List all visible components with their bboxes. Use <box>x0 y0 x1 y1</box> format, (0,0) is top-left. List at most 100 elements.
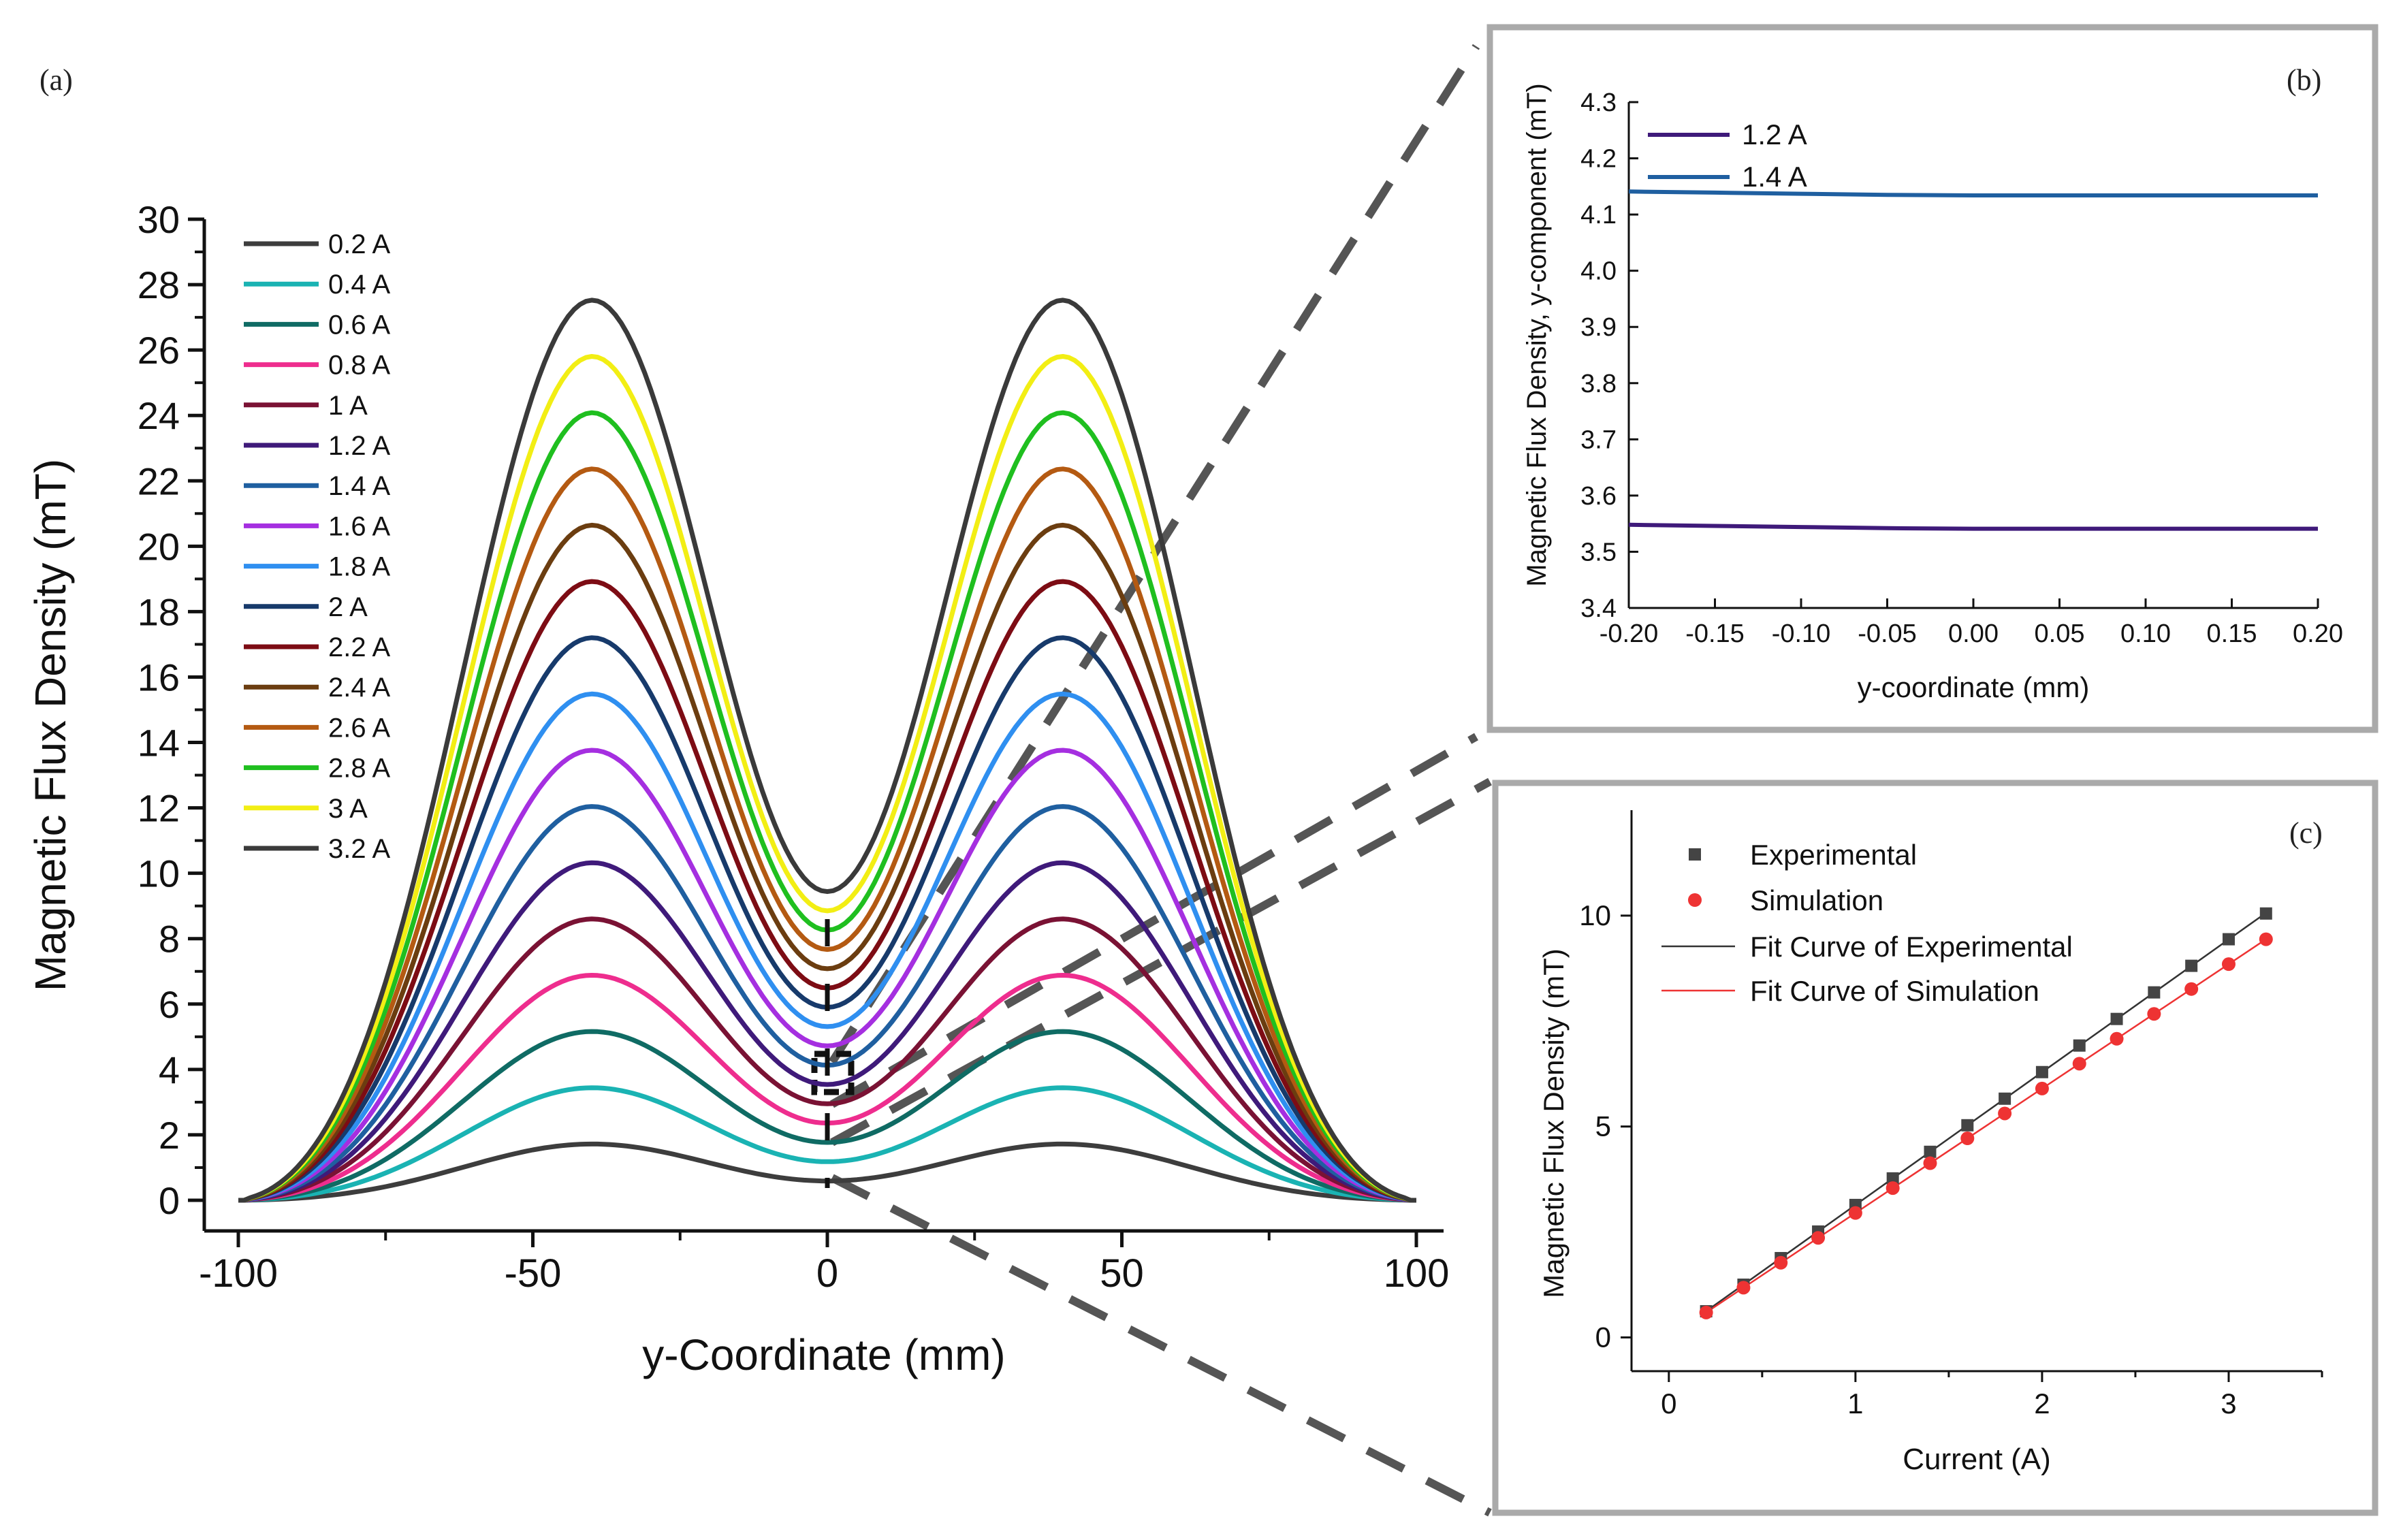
y-tick-label: 28 <box>138 263 180 306</box>
data-point <box>1960 1132 1975 1146</box>
data-point <box>1811 1231 1826 1245</box>
data-point <box>1998 1106 2012 1121</box>
panel-a-label: (a) <box>39 63 73 97</box>
y-tick-label: 0 <box>159 1179 180 1222</box>
legend-label: Fit Curve of Simulation <box>1750 975 2039 1007</box>
data-point <box>2259 907 2272 920</box>
legend-label: 2 A <box>328 592 368 622</box>
series-line <box>238 691 1416 1203</box>
panel-b-frame <box>1486 24 2379 733</box>
series-line <box>238 466 1416 1203</box>
fit-line <box>1705 938 2267 1313</box>
x-tick-label: 0 <box>816 1251 838 1296</box>
y-tick-label: 3.5 <box>1580 538 1617 566</box>
y-tick-label: 4 <box>159 1048 180 1091</box>
data-point <box>1999 1092 2011 1105</box>
x-tick-label: 0.15 <box>2207 620 2257 648</box>
x-tick-label: 3 <box>2221 1387 2236 1419</box>
data-point <box>2110 1031 2124 1046</box>
data-point <box>1886 1181 1900 1196</box>
x-tick-label: 100 <box>1384 1251 1450 1296</box>
y-tick-label: 5 <box>1595 1110 1611 1142</box>
panel-b: (b) -0.20 -0.15 -0.10 -0.05 0.00 0.05 0.10 0.15 0… <box>1522 63 2343 703</box>
y-tick-label: 2 <box>159 1114 180 1157</box>
y-tick-label: 16 <box>138 656 180 699</box>
y-tick-label: 26 <box>138 329 180 372</box>
x-tick-label: 0.00 <box>1948 620 1999 648</box>
x-tick-label: -0.20 <box>1600 620 1659 648</box>
data-point <box>1848 1206 1862 1220</box>
x-tick-label: 0.05 <box>2035 620 2085 648</box>
legend-label: 2.4 A <box>328 673 391 703</box>
legend-label: 0.4 A <box>328 270 391 300</box>
x-tick-label: 0 <box>1661 1387 1676 1419</box>
series-line <box>238 298 1416 1203</box>
y-tick-label: 12 <box>138 787 180 830</box>
data-point <box>1923 1156 1937 1170</box>
panel-c-label: (c) <box>2289 816 2323 850</box>
y-tick-label: 30 <box>138 198 180 241</box>
y-tick-label: 6 <box>159 983 180 1026</box>
series-line <box>1628 522 2318 531</box>
data-point <box>2073 1039 2086 1052</box>
legend-label: 2.8 A <box>328 754 391 784</box>
legend-label: 0.8 A <box>328 351 391 381</box>
x-tick-label: 0.10 <box>2120 620 2171 648</box>
data-point <box>2259 932 2273 946</box>
x-tick-label: -0.05 <box>1858 620 1917 648</box>
series-line <box>238 916 1416 1203</box>
data-point <box>2222 933 2235 946</box>
y-tick-label: 4.2 <box>1580 145 1617 174</box>
x-axis-label: Current (A) <box>1903 1443 2051 1476</box>
x-tick-label: 0.20 <box>2293 620 2343 648</box>
series-line <box>238 522 1416 1203</box>
y-tick-label: 14 <box>138 722 180 765</box>
legend-label: 3.2 A <box>328 834 391 864</box>
y-tick-label: 4.0 <box>1580 257 1617 286</box>
x-tick-label: -100 <box>199 1251 278 1296</box>
legend-label: 1 A <box>328 391 368 421</box>
data-point <box>1886 1172 1899 1185</box>
x-tick-label: 50 <box>1100 1251 1144 1296</box>
legend-label: Fit Curve of Experimental <box>1750 931 2073 963</box>
legend-label: 1.8 A <box>328 552 391 582</box>
legend-label: Simulation <box>1750 884 1883 916</box>
data-point <box>1699 1305 1713 1319</box>
data-point <box>2147 1007 2161 1021</box>
y-axis-label: Magnetic Flux Density (mT) <box>26 459 75 991</box>
legend-marker <box>1689 848 1701 861</box>
data-point <box>2221 957 2236 972</box>
panel-c: (c) 0 1 2 3 0 5 10 Current (A) Magnetic Flux Dens… <box>1538 810 2323 1476</box>
data-point <box>2185 959 2198 972</box>
y-tick-label: 20 <box>138 525 180 568</box>
y-tick-label: 24 <box>138 394 180 437</box>
series-line <box>238 1141 1416 1203</box>
data-point <box>1736 1281 1751 1295</box>
series-line <box>238 860 1416 1203</box>
y-tick-label: 4.3 <box>1580 89 1617 117</box>
y-tick-label: 3.9 <box>1580 313 1617 342</box>
panel-b-label: (b) <box>2287 63 2321 97</box>
y-tick-label: 8 <box>159 918 180 961</box>
fit-line <box>1705 912 2267 1312</box>
y-tick-label: 3.4 <box>1580 594 1617 623</box>
legend-label: 1.6 A <box>328 511 391 541</box>
data-point <box>2184 982 2199 996</box>
legend-label: 0.2 A <box>328 229 391 259</box>
x-tick-label: 1 <box>1847 1387 1863 1419</box>
series-line <box>238 1085 1416 1203</box>
series-line <box>238 354 1416 1203</box>
x-axis-label: y-Coordinate (mm) <box>642 1330 1005 1379</box>
x-tick-label: -0.15 <box>1685 620 1745 648</box>
zoom-box <box>811 1050 855 1095</box>
series-line <box>238 1029 1416 1203</box>
y-tick-label: 18 <box>138 590 180 633</box>
data-point <box>1924 1145 1937 1158</box>
data-point <box>2148 986 2161 999</box>
data-point <box>2110 1012 2123 1025</box>
y-tick-label: 4.1 <box>1580 201 1617 229</box>
x-tick-label: 2 <box>2034 1387 2050 1419</box>
data-point <box>2035 1065 2048 1078</box>
legend-label: 2.2 A <box>328 632 391 662</box>
